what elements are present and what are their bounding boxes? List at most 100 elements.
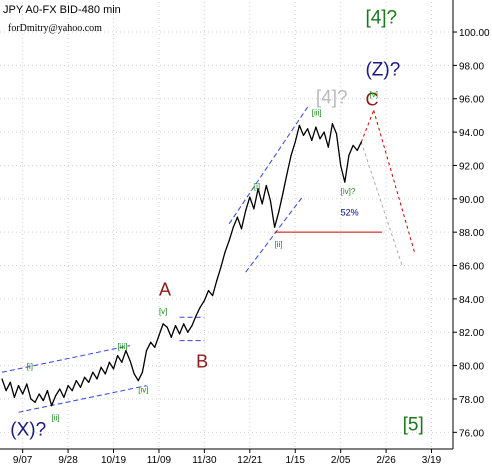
- trend-channel-line: [1, 345, 131, 373]
- channel-layer: [1, 106, 416, 413]
- price-point: [96, 378, 98, 380]
- price-point: [137, 380, 139, 382]
- price-point: [55, 395, 57, 397]
- wave-label: [i]: [27, 362, 33, 371]
- price-point: [236, 216, 239, 218]
- wave-label: A: [159, 280, 171, 300]
- wave-label: C: [365, 89, 378, 109]
- wave-label: [v]: [370, 90, 378, 99]
- y-tick-label: 88.00: [459, 228, 484, 239]
- price-series-line: [1, 123, 362, 407]
- y-tick-label: 92.00: [459, 161, 484, 172]
- y-tick-label: 84.00: [459, 295, 484, 306]
- price-point: [228, 239, 230, 242]
- wave-label: B: [196, 351, 208, 371]
- price-point: [67, 385, 69, 387]
- price-point: [79, 386, 82, 388]
- wave-label: [ii]: [52, 414, 60, 423]
- price-point: [9, 381, 11, 383]
- price-point: [298, 124, 300, 127]
- wave-label: [5]: [403, 415, 424, 436]
- series-layer: [1, 123, 362, 407]
- price-point: [50, 405, 53, 407]
- y-tick-label: 82.00: [459, 328, 484, 339]
- x-axis: 9/07 9/28 10/19 11/09 11/30 12/21 1/15 2/05 2/26…: [13, 449, 442, 466]
- price-point: [356, 149, 358, 152]
- price-point: [166, 326, 168, 328]
- price-point: [141, 371, 144, 373]
- wave-label: [4]?: [316, 88, 348, 109]
- price-point: [5, 390, 7, 392]
- x-tick-label: 2/26: [376, 455, 396, 466]
- x-tick-label: 9/07: [13, 455, 33, 466]
- price-point: [331, 123, 333, 125]
- author-label: forDmitry@yahoo.com: [8, 23, 102, 34]
- price-point: [311, 139, 313, 142]
- price-point: [278, 211, 280, 213]
- price-point: [174, 324, 177, 327]
- trend-channel-line: [18, 385, 147, 413]
- price-point: [150, 341, 152, 343]
- y-tick-label: 96.00: [459, 95, 484, 106]
- x-tick-label: 11/30: [192, 455, 217, 466]
- x-tick-label: 10/19: [101, 455, 126, 466]
- price-point: [269, 199, 272, 202]
- price-point: [75, 380, 77, 382]
- x-tick-label: 3/19: [422, 455, 442, 466]
- chart-title: JPY A0-FX BID-480 min: [3, 4, 121, 16]
- price-point: [212, 294, 214, 297]
- price-point: [257, 188, 259, 190]
- wave-label: [iv]: [138, 385, 148, 394]
- price-point: [265, 184, 267, 187]
- price-point: [360, 141, 362, 143]
- price-point: [112, 368, 115, 370]
- price-point: [71, 390, 73, 392]
- price-point: [323, 131, 325, 133]
- price-point: [117, 354, 119, 357]
- price-point: [154, 346, 156, 348]
- price-point: [30, 398, 32, 400]
- price-point: [92, 371, 94, 373]
- price-point: [340, 164, 342, 167]
- price-point: [17, 385, 20, 387]
- x-tick-label: 11/09: [147, 455, 172, 466]
- price-point: [216, 279, 218, 282]
- wave-label: [iii]: [118, 342, 128, 351]
- price-point: [84, 376, 86, 378]
- wave-label: 52%: [341, 207, 359, 217]
- wave-label: [v]: [159, 307, 167, 316]
- y-axis: 76.00 78.00 80.00 82.00 84.00 86.00 88.00 90.00…: [453, 28, 490, 439]
- price-point: [162, 323, 164, 325]
- x-tick-label: 12/21: [237, 455, 262, 466]
- price-point: [224, 251, 226, 253]
- wave-label: (X)?: [10, 420, 46, 441]
- price-point: [207, 289, 210, 292]
- trend-channel-line: [245, 195, 304, 273]
- wave-label: [ii]: [275, 240, 283, 249]
- price-point: [88, 381, 90, 383]
- price-point: [34, 401, 36, 403]
- x-tick-label: 2/05: [331, 455, 351, 466]
- y-tick-label: 78.00: [459, 395, 484, 406]
- price-point: [26, 383, 28, 385]
- wave-label: (Z)?: [365, 59, 400, 80]
- price-point: [319, 138, 321, 140]
- price-point: [13, 396, 15, 398]
- y-tick-label: 100.00: [459, 28, 490, 39]
- y-tick-label: 80.00: [459, 362, 484, 373]
- price-point: [145, 349, 148, 352]
- projection-line: [373, 110, 416, 254]
- price-point: [273, 226, 276, 228]
- grid-layer: [0, 2, 453, 449]
- price-point: [302, 134, 305, 137]
- price-point: [108, 361, 110, 363]
- wave-label: [iv]?: [341, 187, 356, 196]
- price-point: [195, 314, 197, 317]
- price-point: [104, 373, 106, 375]
- y-tick-label: 98.00: [459, 61, 484, 72]
- price-point: [294, 141, 296, 143]
- price-point: [203, 299, 205, 302]
